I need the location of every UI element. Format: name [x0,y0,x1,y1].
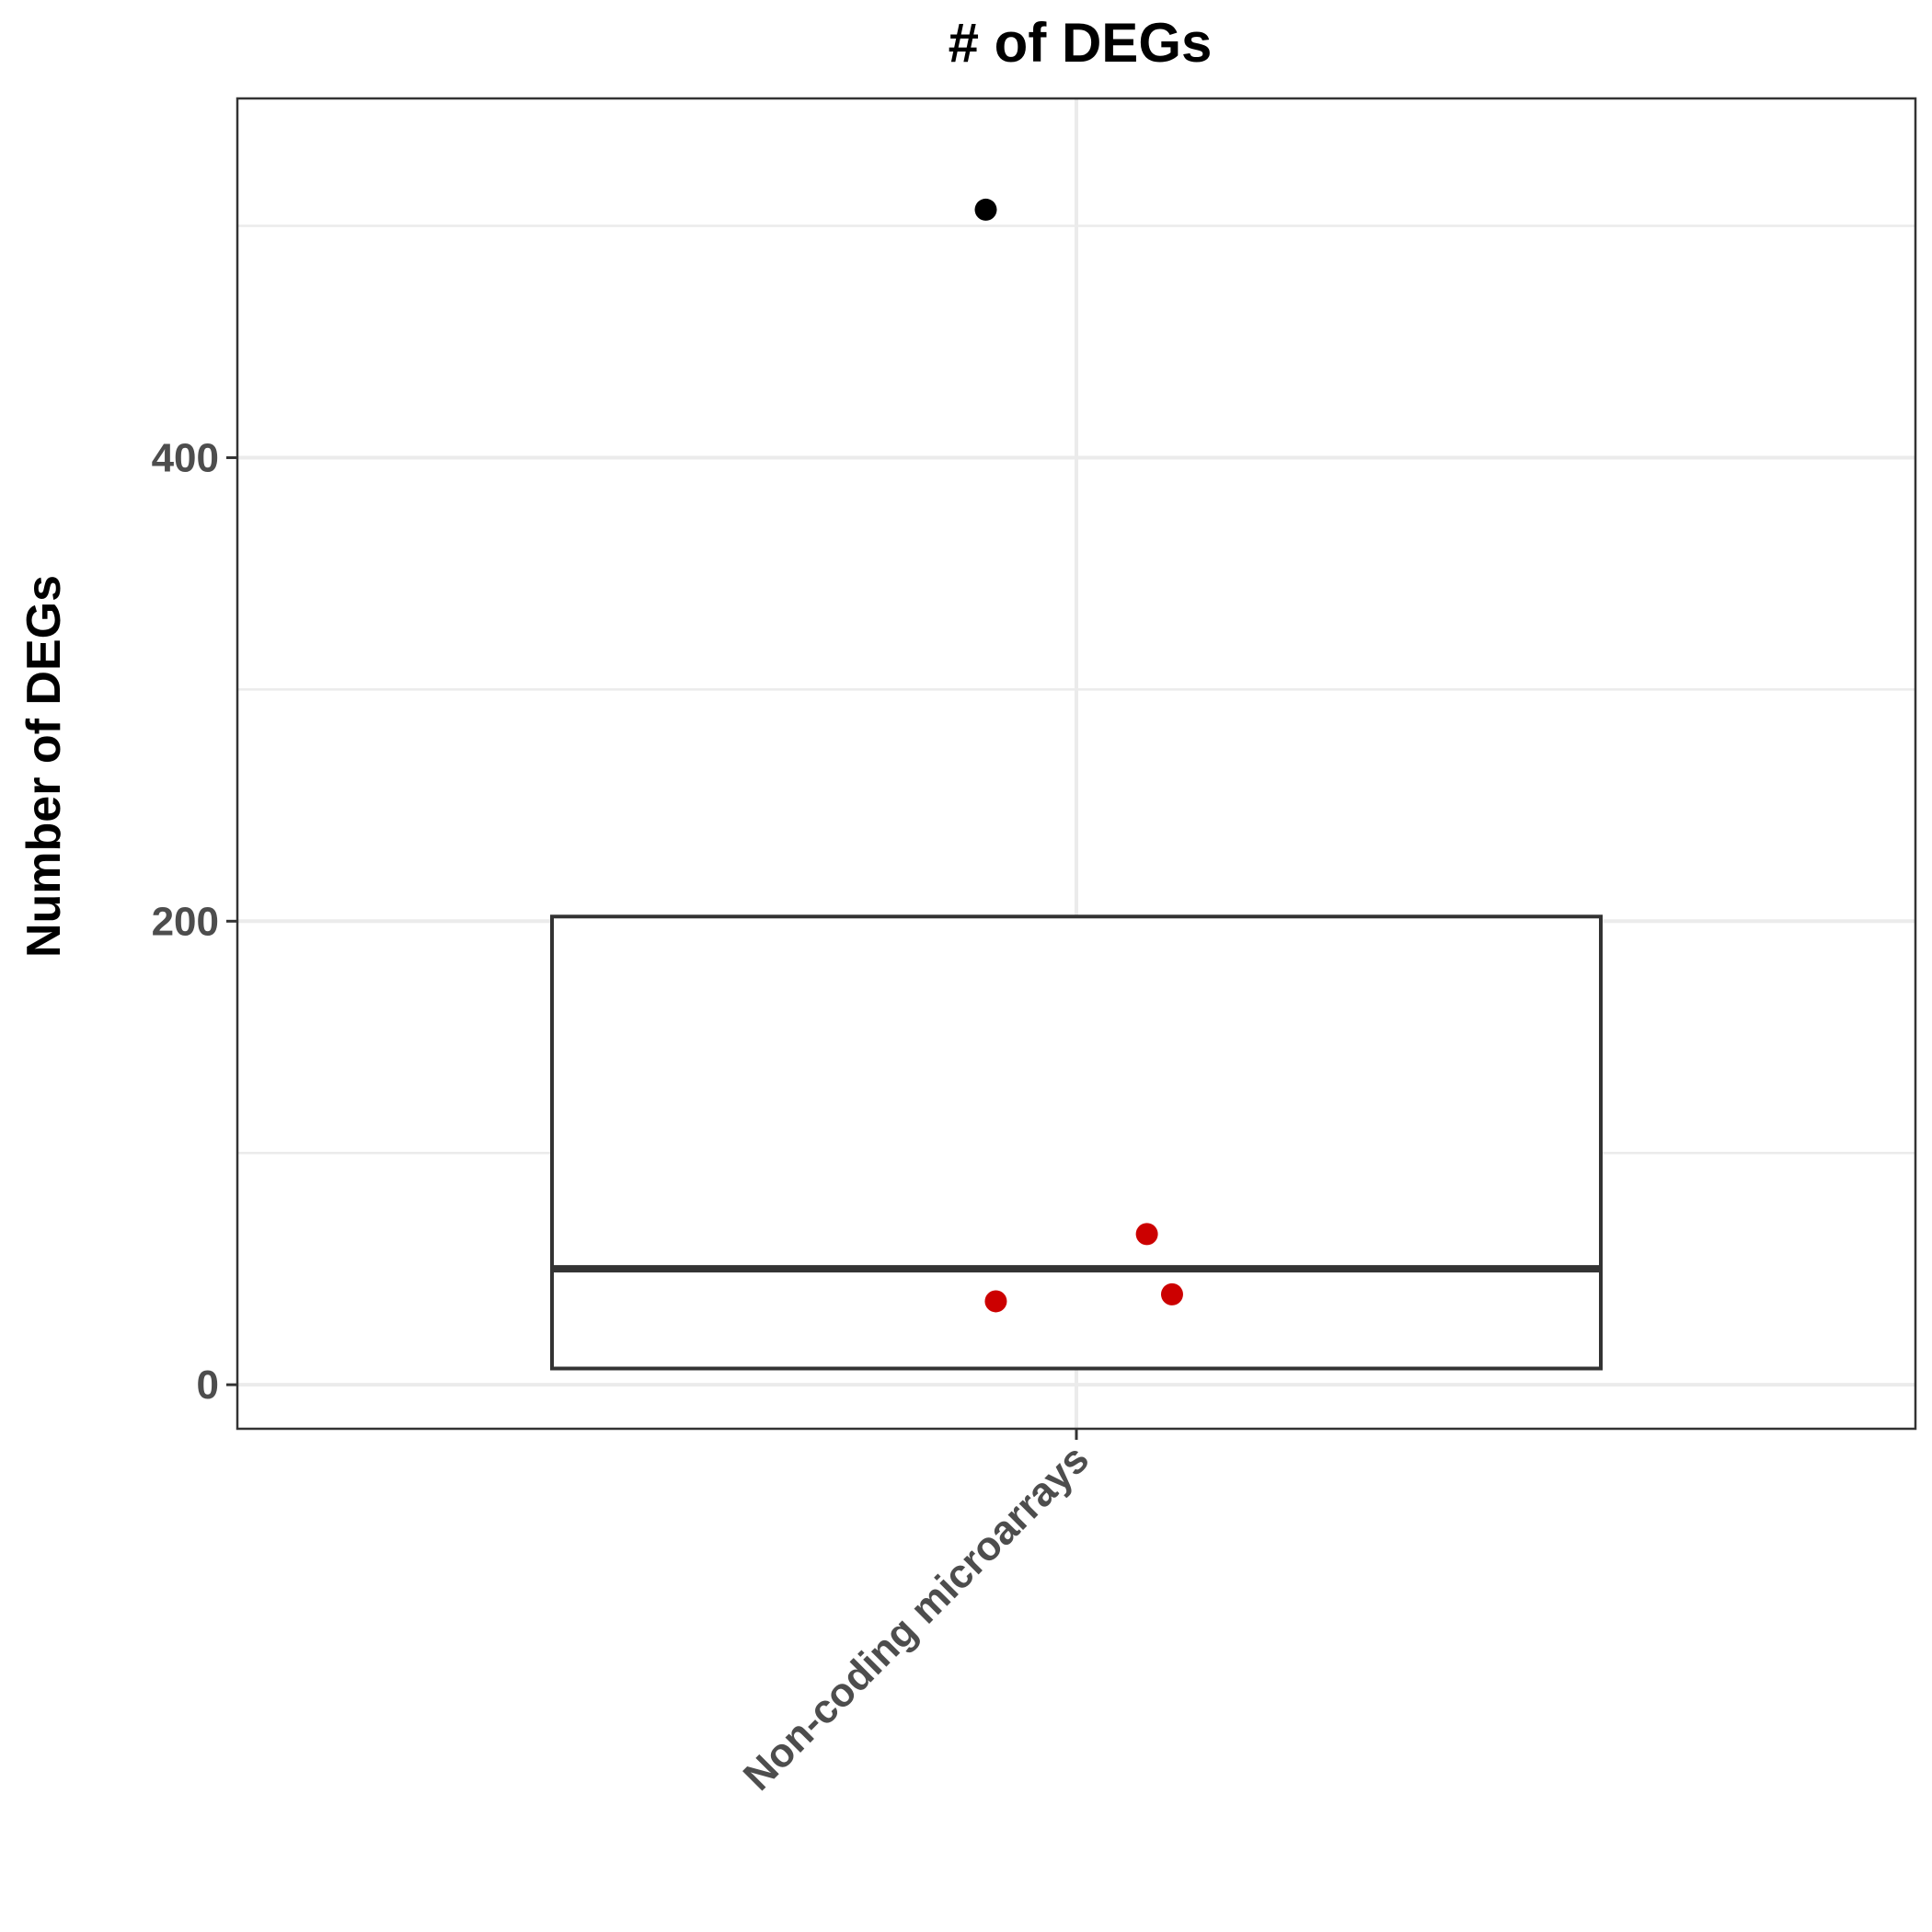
y-axis-label: Number of DEGs [17,575,71,958]
y-axis: 0 200 400 [152,435,237,1408]
plot-panel [236,97,1917,1431]
y-tick-label: 0 [197,1363,219,1408]
x-axis: Non-coding microarrays [735,1429,1098,1800]
x-tick-label: Non-coding microarrays [735,1436,1098,1799]
jitter-point [1160,1282,1183,1305]
box-iqr [550,914,1603,1371]
jitter-point [984,1290,1007,1313]
y-tick-label: 200 [152,899,219,944]
y-tick-label: 400 [152,435,219,480]
chart-title: # of DEGs [949,12,1213,74]
jitter-point [1135,1223,1158,1246]
outlier-point [974,198,997,221]
